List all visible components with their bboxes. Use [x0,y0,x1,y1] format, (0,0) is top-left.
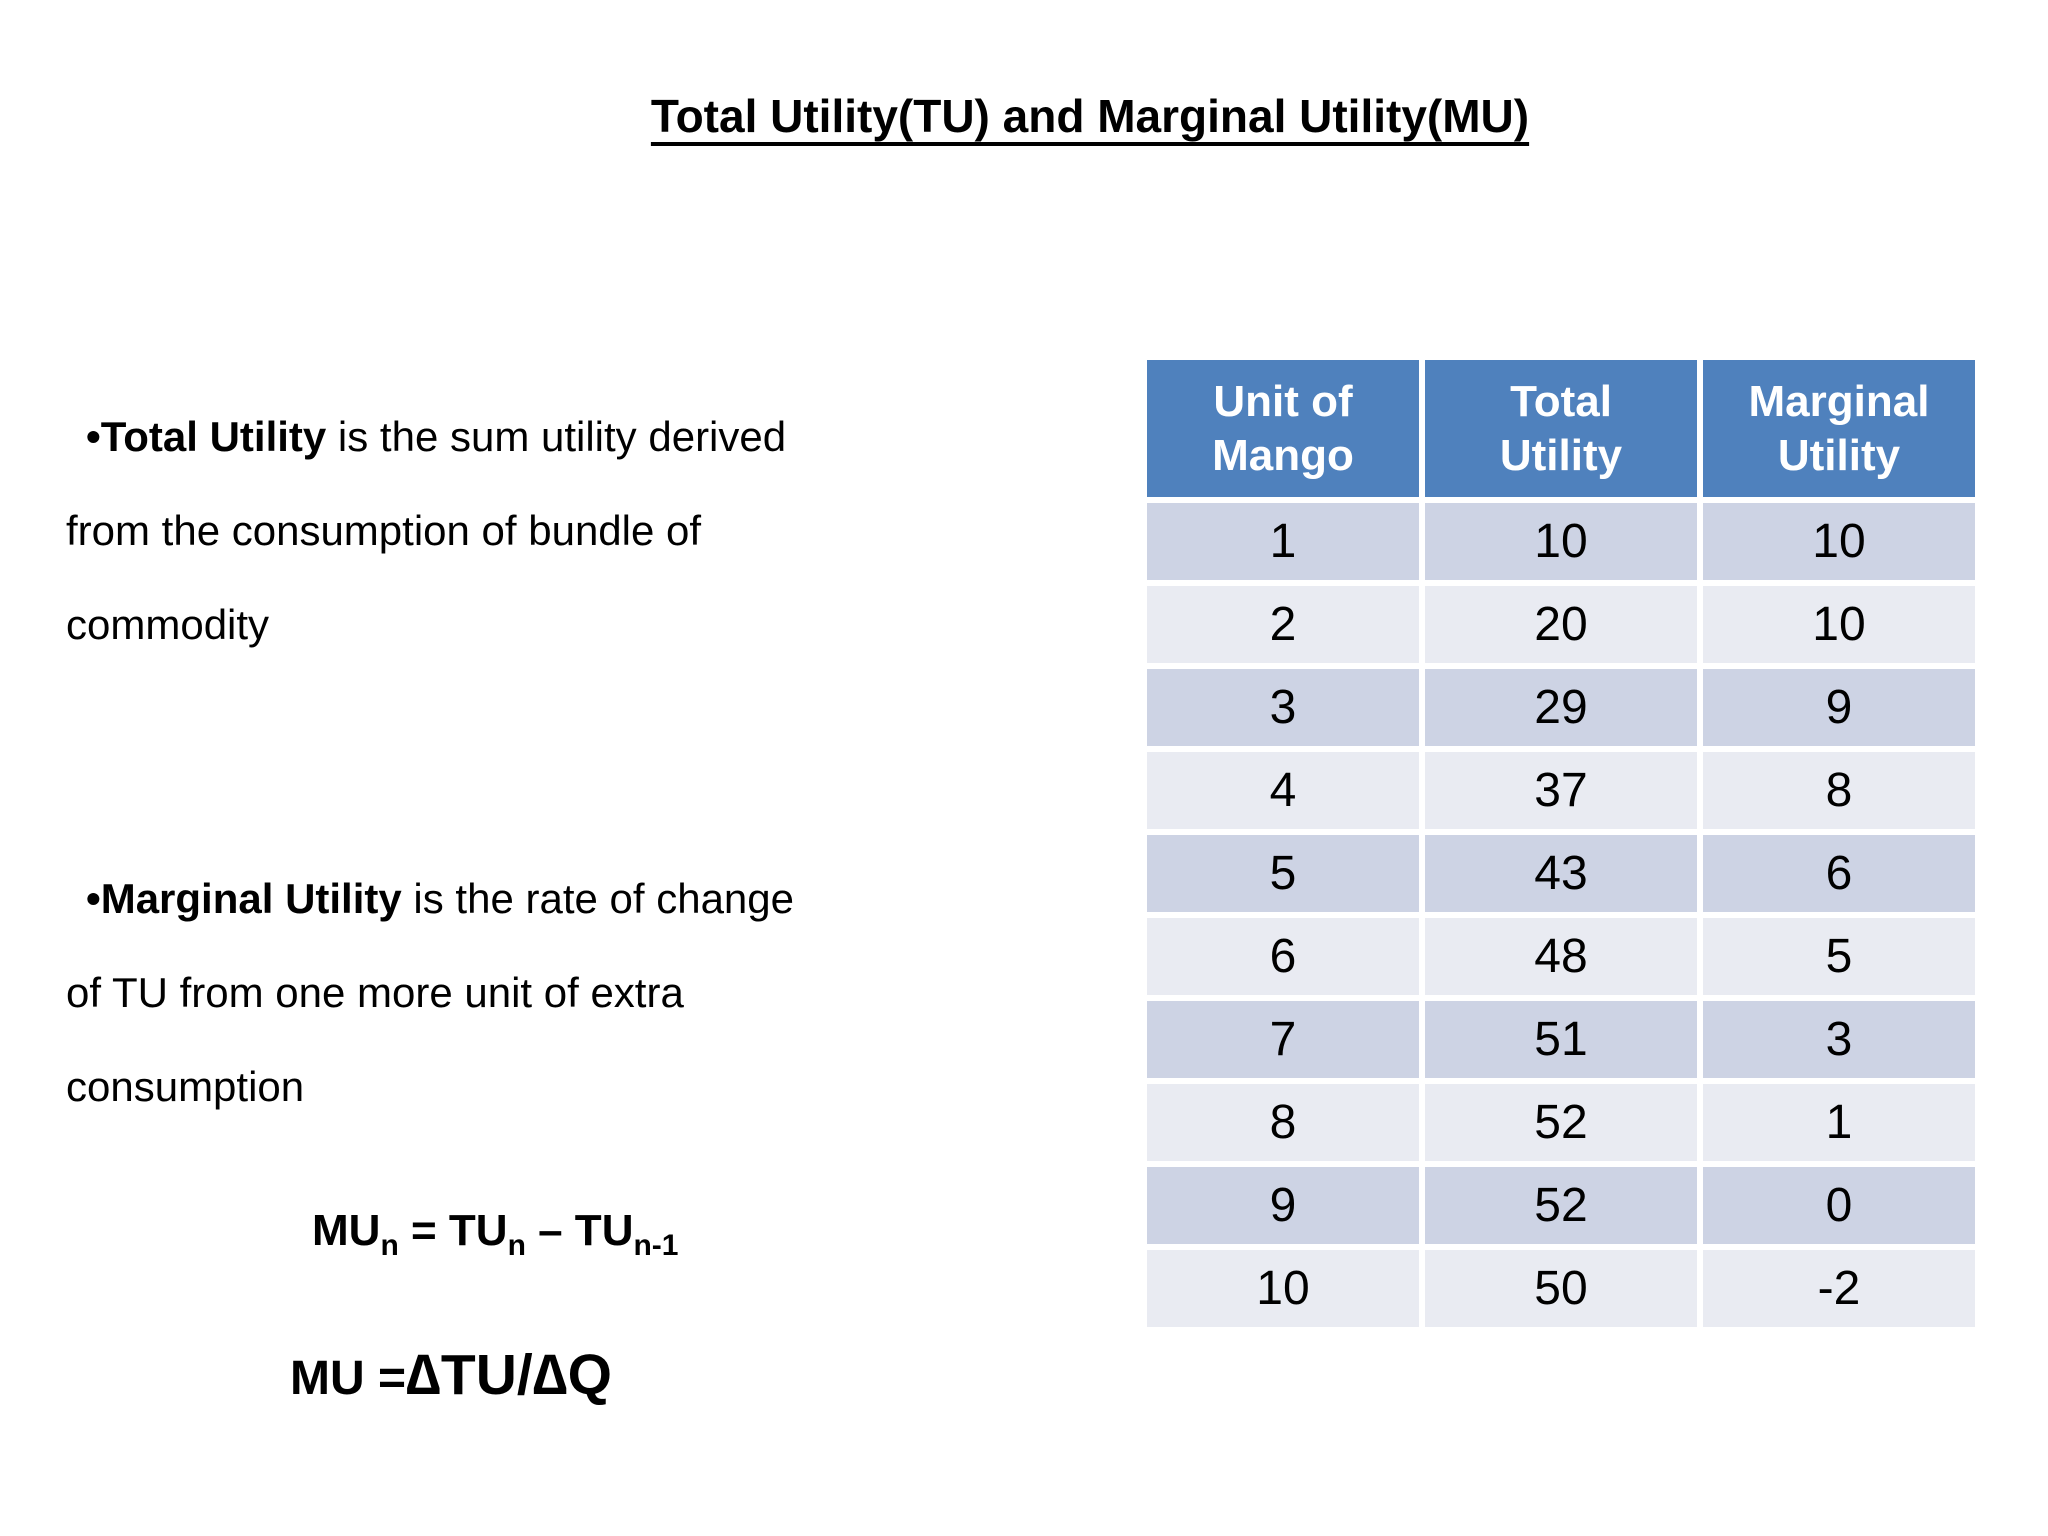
table-cell-marginal-utility: 0 [1703,1167,1975,1244]
column-header-marginal-utility: Marginal Utility [1703,360,1975,497]
table-cell-unit: 2 [1147,586,1419,663]
bullet-marginal-utility: •Marginal Utility is the rate of change … [66,852,976,1134]
column-header-total-utility: Total Utility [1425,360,1697,497]
table-cell-total-utility: 43 [1425,835,1697,912]
formula-subscript: n-1 [633,1228,679,1262]
formula-part: MU [312,1206,381,1255]
table-cell-marginal-utility: 10 [1703,586,1975,663]
table-cell-total-utility: 48 [1425,918,1697,995]
formula-part: MU = [290,1352,407,1405]
table-cell-unit: 5 [1147,835,1419,912]
formula-part-delta: ∆TU/∆Q [406,1343,612,1407]
table-cell-unit: 7 [1147,1001,1419,1078]
column-header-unit-of-mango: Unit of Mango [1147,360,1419,497]
table-cell-unit: 6 [1147,918,1419,995]
formula-marginal-utility-n: MUn = TUn – TUn-1 [312,1206,678,1263]
table-cell-total-utility: 29 [1425,669,1697,746]
table-row: 3 29 9 [1147,669,1975,746]
table-cell-unit: 4 [1147,752,1419,829]
utility-table-body: 1 10 10 2 20 10 3 29 9 4 37 8 5 43 6 6 4… [1147,503,1975,1327]
formula-subscript: n [507,1228,526,1262]
table-cell-marginal-utility: -2 [1703,1250,1975,1327]
table-cell-total-utility: 51 [1425,1001,1697,1078]
bullet-term-marginal-utility: •Marginal Utility [86,875,402,922]
table-cell-marginal-utility: 6 [1703,835,1975,912]
table-cell-marginal-utility: 5 [1703,918,1975,995]
table-cell-unit: 9 [1147,1167,1419,1244]
table-row: 2 20 10 [1147,586,1975,663]
formula-marginal-utility-delta: MU =∆TU/∆Q [290,1342,612,1408]
utility-table-header: Unit of Mango Total Utility Marginal Uti… [1147,360,1975,497]
table-cell-total-utility: 52 [1425,1167,1697,1244]
bullet-term-total-utility: •Total Utility [86,413,327,460]
table-cell-unit: 8 [1147,1084,1419,1161]
table-cell-marginal-utility: 1 [1703,1084,1975,1161]
utility-table: Unit of Mango Total Utility Marginal Uti… [1141,354,1981,1333]
table-cell-unit: 1 [1147,503,1419,580]
table-row: 10 50 -2 [1147,1250,1975,1327]
bullet-text-total-utility: is the sum utility derived from the cons… [66,413,787,648]
table-row: 7 51 3 [1147,1001,1975,1078]
formula-part: = TU [398,1206,508,1255]
header-row: Unit of Mango Total Utility Marginal Uti… [1147,360,1975,497]
formula-part: – TU [525,1206,634,1255]
table-cell-unit: 3 [1147,669,1419,746]
table-cell-total-utility: 52 [1425,1084,1697,1161]
table-row: 4 37 8 [1147,752,1975,829]
table-cell-total-utility: 10 [1425,503,1697,580]
table-cell-total-utility: 20 [1425,586,1697,663]
bullet-text-marginal-utility: is the rate of change of TU from one mor… [66,875,795,1110]
table-cell-total-utility: 50 [1425,1250,1697,1327]
table-cell-marginal-utility: 8 [1703,752,1975,829]
table-row: 9 52 0 [1147,1167,1975,1244]
table-row: 8 52 1 [1147,1084,1975,1161]
table-cell-marginal-utility: 10 [1703,503,1975,580]
page-title: Total Utility(TU) and Marginal Utility(M… [650,89,1530,142]
table-cell-marginal-utility: 9 [1703,669,1975,746]
table-cell-unit: 10 [1147,1250,1419,1327]
table-row: 6 48 5 [1147,918,1975,995]
bullet-total-utility: •Total Utility is the sum utility derive… [66,390,976,672]
table-row: 1 10 10 [1147,503,1975,580]
table-cell-total-utility: 37 [1425,752,1697,829]
table-row: 5 43 6 [1147,835,1975,912]
table-cell-marginal-utility: 3 [1703,1001,1975,1078]
formula-subscript: n [380,1228,399,1262]
